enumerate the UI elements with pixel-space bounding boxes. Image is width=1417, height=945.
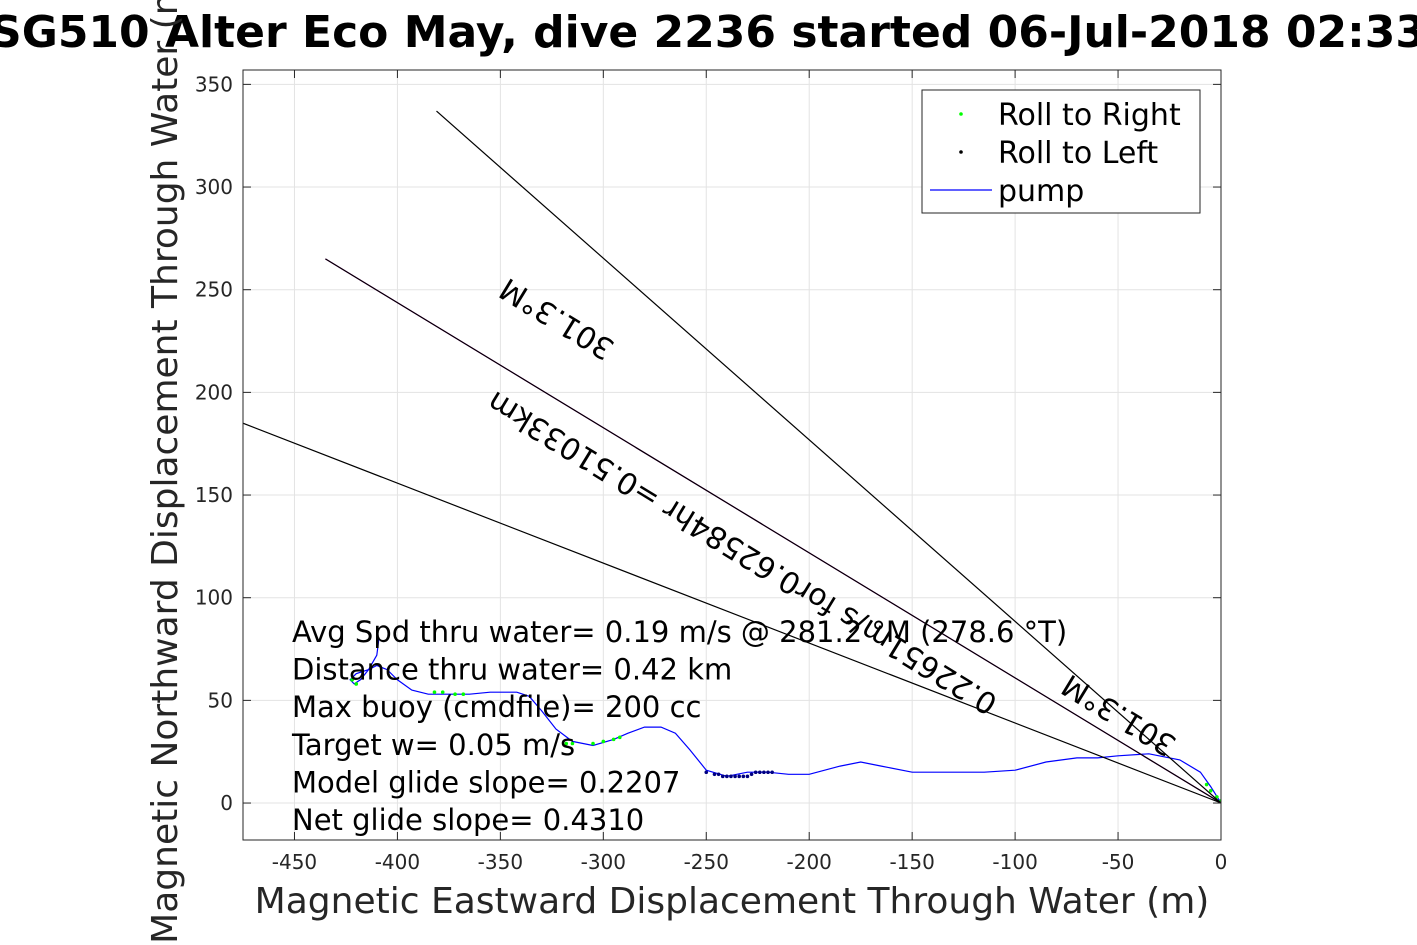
x-tick-label: -450 [272, 850, 317, 874]
point-roll-to-right [432, 690, 437, 694]
point-roll-to-left [753, 770, 758, 775]
point-roll-to-left [749, 772, 754, 777]
point-roll-to-left [712, 772, 717, 777]
point-roll-to-right [440, 690, 445, 694]
point-roll-to-right [564, 741, 569, 746]
point-roll-to-left [766, 770, 770, 775]
legend-label: Roll to Right [998, 98, 1181, 133]
stats-annotation: Avg Spd thru water= 0.19 m/s @ 281.2 °M … [292, 615, 1067, 649]
point-roll-to-right [354, 682, 359, 686]
y-tick-label: 200 [195, 380, 233, 404]
chart-title: SG510 Alter Eco May, dive 2236 started 0… [0, 7, 1417, 58]
x-axis-ticks: -450 -400 -350 -300 -250 -200 -150 -100 -50 0 [272, 70, 1228, 874]
x-tick-label: -350 [478, 850, 523, 874]
stats-annotation: Max buoy (cmdfile)= 200 cc [292, 690, 701, 724]
y-tick-label: 350 [195, 72, 233, 96]
legend-label: Roll to Left [998, 136, 1158, 171]
x-tick-label: -400 [375, 850, 420, 874]
point-roll-to-left [757, 770, 762, 775]
reference-line [243, 422, 1221, 804]
point-roll-to-right [601, 739, 606, 744]
x-tick-label: -200 [787, 850, 832, 874]
point-roll-to-right [453, 692, 457, 697]
point-roll-to-left [762, 770, 766, 775]
y-tick-label: 50 [208, 688, 233, 712]
y-tick-label: 300 [195, 175, 233, 199]
point-roll-to-left [745, 774, 750, 779]
point-roll-to-right [617, 735, 622, 740]
x-tick-label: -300 [581, 850, 626, 874]
stats-annotation: Target w= 0.05 m/s [291, 728, 575, 762]
y-tick-label: 0 [220, 791, 233, 815]
x-axis-label: Magnetic Eastward Displacement Through W… [255, 881, 1210, 922]
x-tick-label: -50 [1102, 850, 1135, 874]
annotations: Avg Spd thru water= 0.19 m/s @ 281.2 °M … [291, 615, 1067, 837]
x-tick-label: -100 [992, 850, 1037, 874]
reference-line [325, 258, 1221, 804]
series-layer [243, 110, 1221, 804]
point-roll-to-left [716, 772, 721, 777]
stats-annotation: Net glide slope= 0.4310 [292, 803, 644, 837]
point-roll-to-right [461, 692, 466, 697]
legend-marker [959, 112, 963, 116]
point-roll-to-right [350, 678, 354, 682]
point-roll-to-left [737, 774, 742, 779]
point-roll-to-right [1208, 788, 1213, 793]
point-roll-to-left [741, 774, 746, 779]
point-roll-to-right [1204, 782, 1209, 787]
y-axis-label: Magnetic Northward Displacement Through … [145, 0, 186, 944]
legend-marker [959, 150, 963, 154]
point-roll-to-left [720, 774, 725, 779]
point-roll-to-left [729, 774, 733, 779]
series-line-pump [349, 638, 1221, 804]
legend-box [921, 89, 1201, 214]
stats-annotation: Model glide slope= 0.2207 [292, 765, 680, 799]
reference-line [436, 110, 1221, 804]
y-axis-ticks: 0 50 100 150 200 250 300 350 [195, 72, 1221, 815]
point-roll-to-right [591, 741, 595, 746]
series-clip-group [243, 110, 1221, 804]
y-tick-label: 150 [195, 483, 233, 507]
point-roll-to-left [704, 770, 709, 775]
plot-frame [242, 69, 1222, 841]
y-tick-label: 250 [195, 278, 233, 302]
x-tick-label: -250 [684, 850, 729, 874]
y-tick-label: 100 [195, 586, 233, 610]
stats-annotation: Distance thru water= 0.42 km [292, 653, 732, 687]
point-roll-to-left [733, 774, 737, 779]
legend-label: pump [998, 174, 1084, 209]
point-roll-to-left [725, 774, 729, 779]
x-tick-label: -150 [889, 850, 934, 874]
point-roll-to-left [770, 770, 774, 775]
x-tick-label: 0 [1215, 850, 1228, 874]
point-roll-to-right [570, 741, 575, 746]
point-roll-to-right [611, 737, 616, 742]
